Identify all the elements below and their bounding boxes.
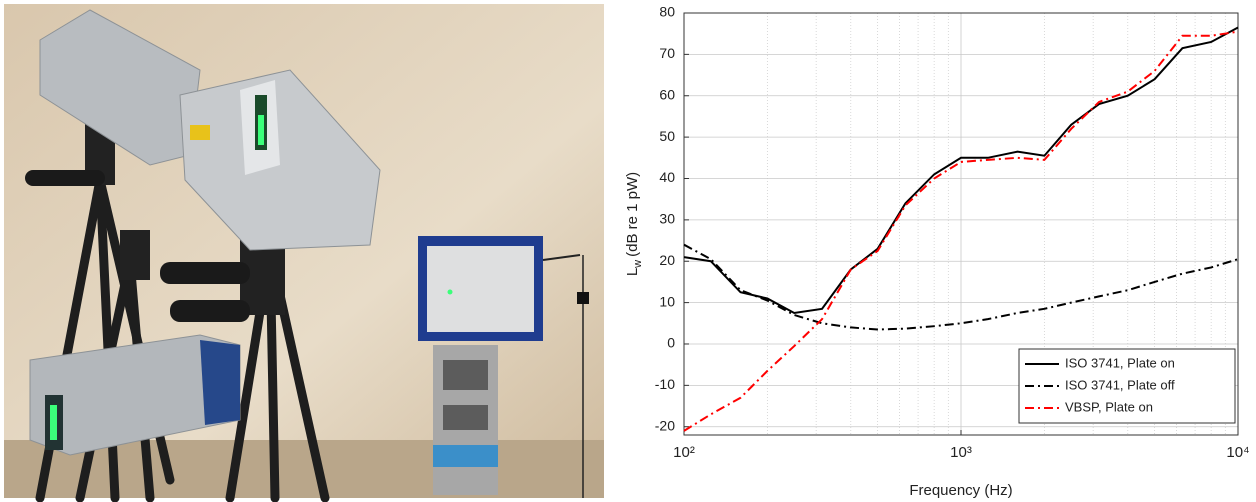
y-tick-label: 70 [659, 45, 675, 61]
y-tick-label: 80 [659, 4, 675, 20]
legend-label: VBSP, Plate on [1065, 399, 1153, 414]
x-tick-label: 10⁴ [1226, 444, 1249, 461]
y-axis-label-sub: w [632, 260, 644, 269]
x-tick-label: 10³ [950, 444, 972, 461]
legend-box [1018, 348, 1236, 424]
x-axis-label: Frequency (Hz) [909, 482, 1012, 499]
y-tick-label: 60 [659, 86, 675, 102]
y-axis-label: Lw (dB re 1 pW) [624, 172, 644, 276]
y-axis-label-main: L [624, 268, 641, 276]
series-line [683, 30, 1239, 432]
y-tick-label: 40 [659, 169, 675, 185]
y-tick-label: 50 [659, 128, 675, 144]
y-tick-label: 10 [659, 293, 675, 309]
series-line [683, 26, 1239, 314]
y-axis-label-unit: (dB re 1 pW) [624, 172, 641, 257]
y-tick-label: -10 [655, 376, 675, 392]
y-tick-label: 0 [667, 335, 675, 351]
y-tick-label: -20 [655, 417, 675, 433]
y-tick-label: 30 [659, 211, 675, 227]
photo [4, 4, 604, 502]
legend-label: ISO 3741, Plate off [1065, 377, 1175, 392]
y-tick-label: 20 [659, 252, 675, 268]
legend-label: ISO 3741, Plate on [1065, 355, 1175, 370]
axes-box [683, 12, 1239, 436]
x-tick-label: 10² [673, 444, 695, 461]
